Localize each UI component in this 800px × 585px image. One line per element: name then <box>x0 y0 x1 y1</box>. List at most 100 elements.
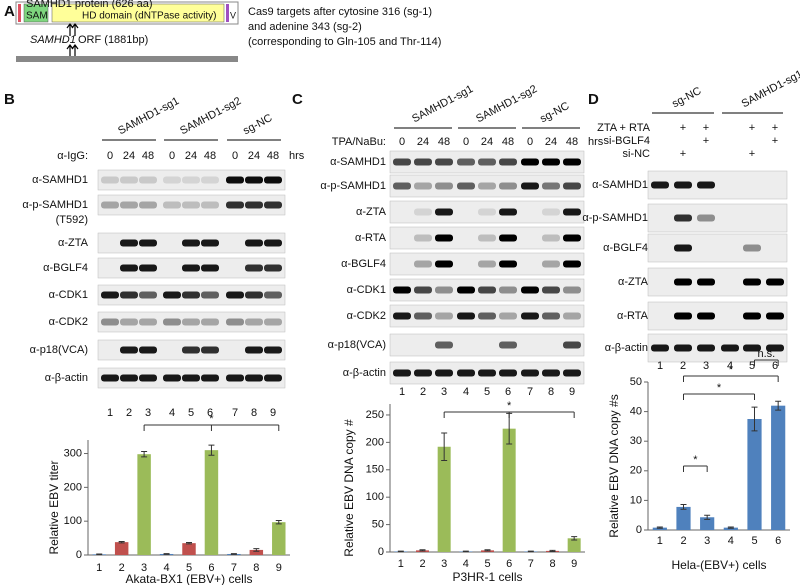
blot-band <box>101 374 119 382</box>
blot-row-label: α-p18(VCA) <box>30 344 88 356</box>
condition-mark: + <box>703 135 709 147</box>
lane-number: 9 <box>270 407 276 419</box>
time-label: 24 <box>481 136 493 148</box>
blot <box>389 252 585 276</box>
x-tick-label: 5 <box>751 535 757 547</box>
significance-bracket <box>683 393 755 400</box>
blot-band <box>101 291 119 299</box>
orf-gene: SAMHD1 <box>30 34 76 46</box>
blot-band <box>245 239 263 247</box>
blot-band <box>542 208 560 216</box>
blot-band <box>264 264 282 272</box>
blot-band <box>139 318 157 326</box>
y-axis-label: Relative EBV DNA copy # <box>342 419 356 557</box>
blot-band <box>435 369 453 377</box>
blot-band <box>245 318 263 326</box>
blot-band <box>697 312 715 320</box>
blot-band <box>542 158 560 166</box>
blot-band <box>743 278 761 286</box>
blot <box>97 311 286 333</box>
blot-band <box>101 318 119 326</box>
x-tick-label: 3 <box>704 535 710 547</box>
blot-row-label: α-CDK2 <box>49 316 88 328</box>
blot-band <box>478 234 496 242</box>
y-tick-label: 40 <box>630 406 642 418</box>
error-bar <box>397 550 404 553</box>
blot-band <box>163 201 181 209</box>
blot-band <box>478 158 496 166</box>
blot-band <box>120 374 138 382</box>
error-bar <box>441 432 448 461</box>
x-tick-label: 3 <box>141 562 147 574</box>
blot-band <box>435 158 453 166</box>
target-arrows <box>66 23 79 36</box>
blot-band <box>478 369 496 377</box>
error-bar <box>656 526 663 529</box>
sam-domain <box>23 3 49 23</box>
x-tick-label: 1 <box>96 562 102 574</box>
blot-row-label: α-CDK1 <box>49 289 88 301</box>
y-tick-label: 100 <box>366 491 384 503</box>
blot-band <box>226 374 244 382</box>
x-tick-label: 9 <box>276 562 282 574</box>
condition-label: si-BGLF4 <box>604 135 650 147</box>
blot-row-label: α-p-SAMHD1 <box>320 180 386 192</box>
blot-band <box>457 286 475 294</box>
bar <box>502 428 516 552</box>
blot-band <box>120 291 138 299</box>
hd-label: HD domain (dNTPase activity) <box>82 11 216 22</box>
blot-row-label: α-β-actin <box>343 367 386 379</box>
condition-mark: + <box>772 135 778 147</box>
blot-row-label: α-ZTA <box>58 237 89 249</box>
blot-band <box>120 239 138 247</box>
blot-band <box>139 239 157 247</box>
blot-band <box>563 208 581 216</box>
group-label: SAMHD1-sg1 <box>740 68 800 110</box>
blot-band <box>563 260 581 268</box>
blot-band <box>201 201 219 209</box>
significance-bracket <box>683 465 708 472</box>
target-arrows <box>66 44 79 57</box>
blot <box>97 194 286 216</box>
blot-band <box>139 291 157 299</box>
error-bar <box>208 444 215 456</box>
blot-band <box>563 369 581 377</box>
x-tick-label: 7 <box>528 558 534 570</box>
blot-row-label: α-β-actin <box>45 372 88 384</box>
time-label: 48 <box>502 136 514 148</box>
time-label: 0 <box>232 150 238 162</box>
blot <box>389 174 585 198</box>
y-tick-label: 0 <box>76 549 82 561</box>
blot-band <box>182 176 200 184</box>
blot-band <box>674 344 692 352</box>
bar <box>182 543 196 555</box>
blot-band <box>264 239 282 247</box>
blot <box>389 226 585 250</box>
note: (corresponding to Gln-105 and Thr-114) <box>248 36 441 48</box>
time-label: 48 <box>566 136 578 148</box>
blot-band <box>521 158 539 166</box>
group-label: sg-NC <box>670 85 703 110</box>
blot-band <box>393 286 411 294</box>
error-bar <box>141 451 148 458</box>
blot-row-label: α-ZTA <box>356 206 387 218</box>
x-tick-label: 2 <box>419 558 425 570</box>
bar <box>114 542 129 555</box>
blot-band <box>697 278 715 286</box>
blot-band <box>521 182 539 190</box>
y-tick-label: 250 <box>366 409 384 421</box>
condition-mark: + <box>703 122 709 134</box>
lane-number: 5 <box>749 360 755 372</box>
blot-band <box>414 286 432 294</box>
x-tick-label: 4 <box>163 562 169 574</box>
lane-number: 1 <box>107 407 113 419</box>
significance-label: n.s. <box>757 348 775 360</box>
lane-number: 3 <box>703 360 709 372</box>
blot-band <box>542 234 560 242</box>
error-bar <box>571 536 578 541</box>
blot-band <box>697 181 715 189</box>
blot-band <box>766 278 784 286</box>
y-tick-label: 200 <box>366 436 384 448</box>
blot-band <box>182 346 200 354</box>
